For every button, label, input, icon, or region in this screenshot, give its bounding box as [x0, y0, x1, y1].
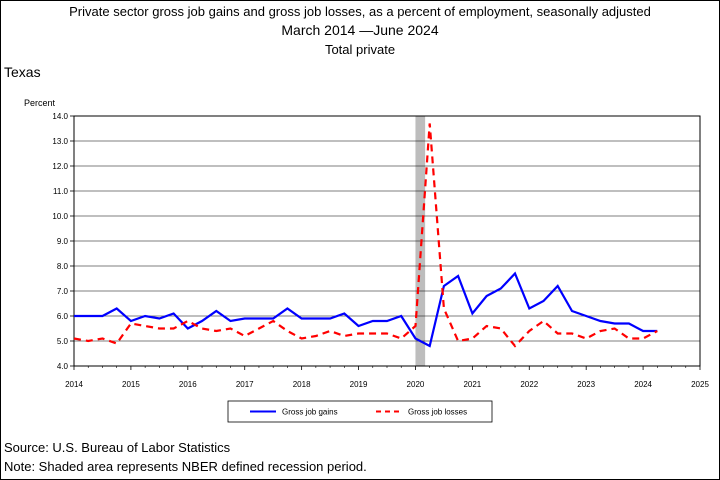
y-tick-label: 12.0 [52, 162, 68, 171]
y-tick-label: 13.0 [52, 137, 68, 146]
chart-subtitle-sector: Total private [324, 42, 396, 57]
x-tick-label: 2018 [293, 380, 311, 389]
plot-area [73, 115, 701, 367]
y-tick-label: 14.0 [52, 112, 68, 121]
legend-label-gross-job-gains: Gross job gains [282, 408, 338, 417]
y-tick-label: 7.0 [57, 287, 69, 296]
y-axis-label: Percent [24, 98, 56, 108]
legend-label-gross-job-losses: Gross job losses [408, 408, 467, 417]
series-line-gross-job-losses [73, 123, 658, 348]
region-label: Texas [4, 64, 41, 80]
source-note: Source: U.S. Bureau of Labor Statistics [4, 440, 231, 455]
y-tick-label: 10.0 [52, 212, 68, 221]
x-tick-label: 2025 [691, 380, 709, 389]
x-tick-label: 2014 [65, 380, 83, 389]
x-tick-label: 2021 [463, 380, 481, 389]
chart-subtitle-date-range: March 2014 —June 2024 [281, 22, 439, 38]
x-tick-label: 2019 [350, 380, 368, 389]
x-tick-label: 2022 [520, 380, 538, 389]
chart-title: Private sector gross job gains and gross… [69, 4, 651, 19]
x-tick-label: 2015 [122, 380, 140, 389]
recession-note: Note: Shaded area represents NBER define… [4, 459, 367, 474]
y-tick-label: 5.0 [57, 337, 69, 346]
y-tick-label: 8.0 [57, 262, 69, 271]
x-tick-label: 2017 [236, 380, 254, 389]
y-tick-label: 11.0 [53, 187, 69, 196]
y-tick-label: 9.0 [57, 237, 69, 246]
x-tick-label: 2016 [179, 380, 197, 389]
x-tick-label: 2020 [407, 380, 425, 389]
y-tick-label: 4.0 [57, 362, 69, 371]
x-tick-label: 2023 [577, 380, 595, 389]
x-tick-label: 2024 [634, 380, 652, 389]
series-line-gross-job-gains [74, 271, 658, 348]
legend-box [227, 400, 493, 423]
y-tick-label: 6.0 [57, 312, 69, 321]
